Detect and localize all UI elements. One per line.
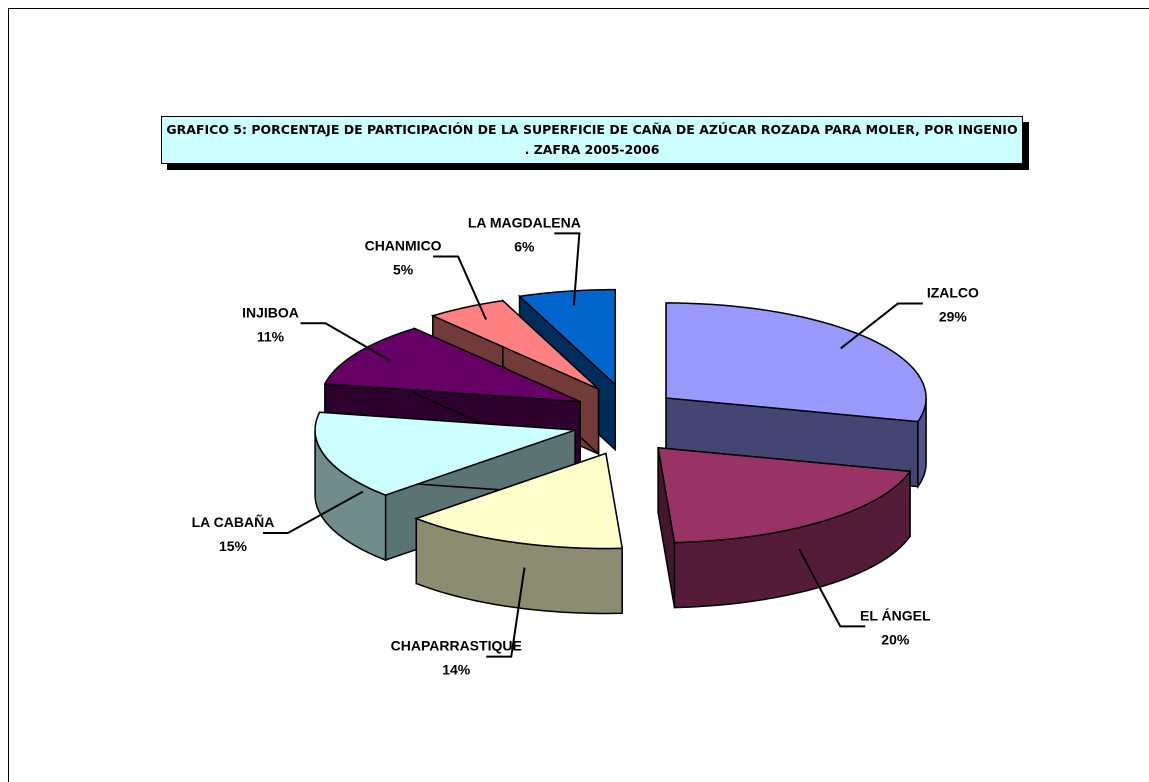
chart-border [8,8,1149,782]
slice-label: CHANMICO [365,237,442,253]
slice-value-label: 20% [881,631,910,647]
leader-line [798,548,866,628]
slice [314,411,576,496]
slice-value-label: 11% [257,328,285,344]
slice [430,299,600,390]
leader-line [486,567,526,658]
leader-line [433,255,487,320]
slice-value-label: 5% [393,261,414,277]
slice-value-label: 29% [939,309,968,325]
leader-line [262,490,364,535]
chart-title: GRAFICO 5: PORCENTAJE DE PARTICIPACIÓN D… [161,116,1023,164]
leader-line [300,322,391,362]
slice-value-label: 6% [514,238,535,254]
slice-value-label: 14% [442,662,471,678]
slice [657,446,912,544]
leader-line [840,302,923,350]
slice-label: LA CABAÑA [192,513,275,530]
slice-value-label: 15% [219,538,248,554]
slice [323,327,581,403]
slice-label: CHAPARRASTIQUE [391,638,522,654]
leader-line [554,232,581,306]
slice-label: IZALCO [927,285,979,301]
slice [517,288,617,387]
slice-label: INJIBOA [242,304,299,320]
slice-label: EL ÁNGEL [860,607,931,623]
slice [414,452,624,550]
slice-label: LA MAGDALENA [468,214,581,230]
slice [665,302,927,423]
